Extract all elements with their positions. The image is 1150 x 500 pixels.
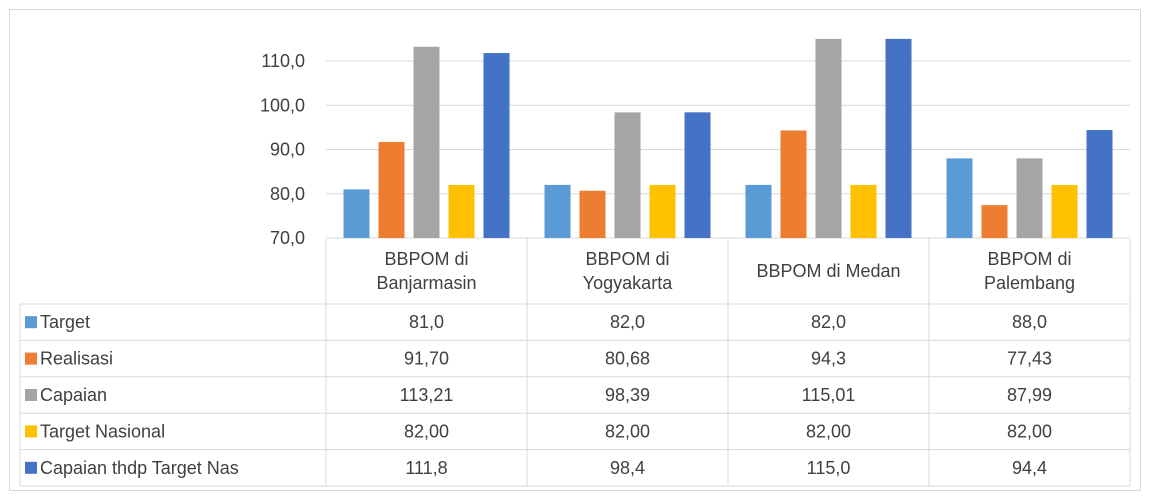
category-label: Yogyakarta: [583, 273, 673, 293]
legend-label: Target: [40, 312, 90, 332]
y-tick-label: 70,0: [270, 228, 305, 248]
bar: [1086, 130, 1113, 238]
legend-label: Capaian: [40, 385, 107, 405]
y-tick-label: 100,0: [260, 95, 305, 115]
data-table-value: 113,21: [400, 385, 454, 405]
data-table-value: 115,0: [807, 458, 851, 478]
legend-label: Capaian thdp Target Nas: [40, 458, 239, 478]
bar: [815, 38, 842, 238]
category-label: BBPOM di: [987, 249, 1071, 269]
data-table-value: 98,4: [610, 458, 645, 478]
category-label: BBPOM di: [585, 249, 669, 269]
bar: [378, 141, 405, 238]
data-table-value: 94,4: [1012, 458, 1047, 478]
legend-key: [25, 352, 37, 365]
legend-label: Target Nasional: [40, 421, 165, 441]
y-tick-label: 80,0: [270, 184, 305, 204]
bar: [448, 184, 475, 238]
y-tick-label: 110,0: [261, 51, 305, 71]
legend-key: [25, 461, 37, 474]
data-table-value: 88,0: [1012, 312, 1047, 332]
data-table-value: 115,01: [802, 385, 856, 405]
data-table-value: 82,00: [404, 421, 449, 441]
bar: [885, 38, 912, 238]
bar: [544, 184, 571, 238]
category-label: BBPOM di: [384, 249, 468, 269]
legend-key: [25, 316, 37, 329]
data-table-value: 111,8: [405, 458, 447, 478]
legend-key: [25, 389, 37, 401]
data-table-value: 82,00: [605, 421, 650, 441]
data-table-value: 80,68: [605, 349, 650, 369]
data-table-value: 87,99: [1007, 385, 1052, 405]
bar: [579, 190, 606, 238]
bar: [413, 46, 440, 239]
data-table-value: 82,0: [811, 312, 846, 332]
data-table-value: 91,70: [404, 349, 449, 369]
bar: [684, 112, 711, 238]
category-label: Palembang: [984, 273, 1075, 293]
bar: [343, 189, 370, 238]
bar: [614, 112, 641, 238]
y-tick-label: 90,0: [270, 140, 305, 160]
data-table-value: 94,3: [811, 349, 846, 369]
data-table-value: 81,0: [409, 312, 444, 332]
data-table-value: 82,0: [610, 312, 645, 332]
bar: [850, 184, 877, 238]
bar: [649, 184, 676, 238]
bar: [1016, 158, 1043, 238]
bar: [1051, 184, 1078, 238]
bar: [745, 184, 772, 238]
category-label: BBPOM di Medan: [756, 261, 900, 281]
data-table-value: 77,43: [1007, 349, 1052, 369]
data-table-value: 82,00: [1007, 421, 1052, 441]
bar: [483, 53, 510, 238]
legend-label: Realisasi: [40, 349, 113, 369]
category-label: Banjarmasin: [376, 273, 476, 293]
bar: [780, 130, 807, 238]
chart-frame: [9, 9, 1141, 491]
legend-key: [25, 425, 37, 438]
data-table-value: 82,00: [806, 421, 851, 441]
bar: [981, 205, 1008, 238]
bar: [946, 158, 973, 238]
data-table-value: 98,39: [605, 385, 650, 405]
